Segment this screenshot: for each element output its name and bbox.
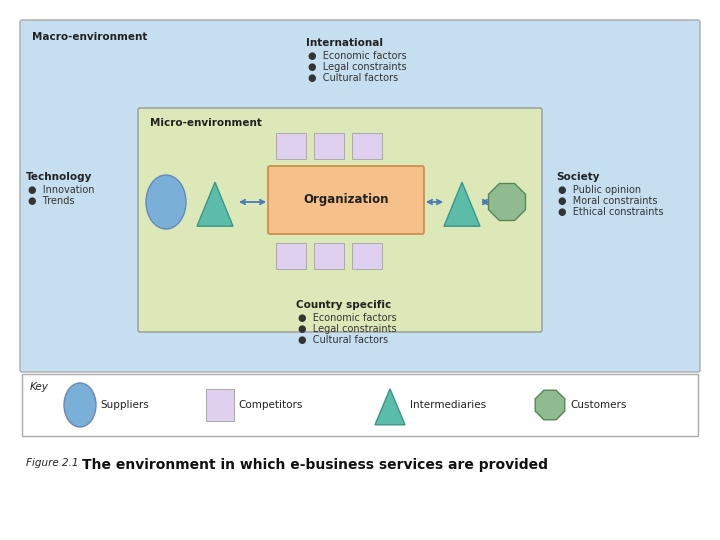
Text: The environment in which e-business services are provided: The environment in which e-business serv… [82, 458, 548, 472]
Polygon shape [535, 390, 564, 420]
Text: ●  Trends: ● Trends [28, 196, 74, 206]
Text: ●  Moral constraints: ● Moral constraints [558, 196, 657, 206]
Text: ●  Ethical constraints: ● Ethical constraints [558, 207, 664, 217]
Polygon shape [444, 182, 480, 226]
Text: Society: Society [556, 172, 600, 182]
FancyBboxPatch shape [268, 166, 424, 234]
Text: ●  Legal constraints: ● Legal constraints [308, 62, 407, 72]
Polygon shape [489, 184, 526, 220]
FancyBboxPatch shape [138, 108, 542, 332]
Text: Intermediaries: Intermediaries [410, 400, 486, 410]
Text: ●  Public opinion: ● Public opinion [558, 185, 641, 195]
Text: Technology: Technology [26, 172, 92, 182]
Text: ●  Innovation: ● Innovation [28, 185, 94, 195]
Text: Country specific: Country specific [296, 300, 391, 310]
FancyBboxPatch shape [314, 243, 344, 269]
Text: Figure 2.1: Figure 2.1 [26, 458, 78, 468]
FancyBboxPatch shape [314, 133, 344, 159]
FancyBboxPatch shape [352, 243, 382, 269]
Text: Key: Key [30, 382, 49, 392]
Text: ●  Cultural factors: ● Cultural factors [298, 335, 388, 345]
Text: International: International [306, 38, 383, 48]
Text: Customers: Customers [570, 400, 626, 410]
FancyBboxPatch shape [352, 133, 382, 159]
Text: Competitors: Competitors [238, 400, 302, 410]
Ellipse shape [64, 383, 96, 427]
Text: ●  Economic factors: ● Economic factors [298, 313, 397, 323]
FancyBboxPatch shape [276, 133, 306, 159]
Polygon shape [197, 182, 233, 226]
Text: ●  Legal constraints: ● Legal constraints [298, 324, 397, 334]
Text: ●  Economic factors: ● Economic factors [308, 51, 407, 61]
Polygon shape [375, 389, 405, 425]
Text: Organization: Organization [303, 193, 389, 206]
Text: ●  Cultural factors: ● Cultural factors [308, 73, 398, 83]
Text: Suppliers: Suppliers [100, 400, 149, 410]
FancyBboxPatch shape [206, 389, 234, 421]
FancyBboxPatch shape [20, 20, 700, 372]
Text: Micro-environment: Micro-environment [150, 118, 262, 128]
Text: Macro-environment: Macro-environment [32, 32, 148, 42]
FancyBboxPatch shape [22, 374, 698, 436]
Ellipse shape [146, 175, 186, 229]
FancyBboxPatch shape [276, 243, 306, 269]
